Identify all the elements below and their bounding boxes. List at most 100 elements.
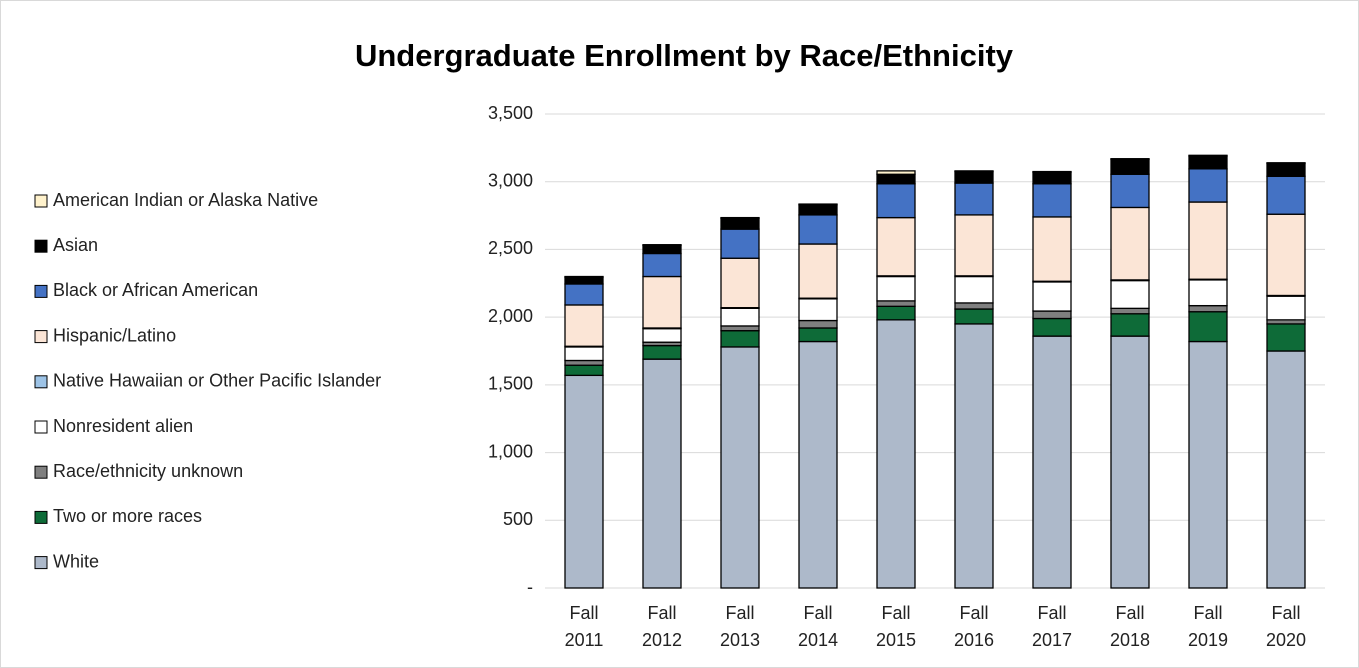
legend-label: Asian bbox=[53, 235, 98, 255]
bar-segment bbox=[1266, 295, 1306, 321]
bar-segment bbox=[1188, 154, 1228, 157]
legend-label: Hispanic/Latino bbox=[53, 325, 176, 345]
bar-segment bbox=[954, 182, 994, 216]
bar-segment bbox=[1188, 340, 1228, 589]
bar-segment bbox=[1188, 311, 1228, 343]
bar-segment bbox=[1110, 313, 1150, 337]
x-tick-label: Fall 2012 bbox=[641, 603, 683, 650]
bar-segment bbox=[720, 346, 760, 589]
bar-segment bbox=[564, 364, 604, 377]
bar-segment bbox=[1032, 183, 1072, 218]
bar-segment bbox=[876, 305, 916, 321]
legend-label: Black or African American bbox=[53, 280, 258, 300]
legend-swatch bbox=[34, 239, 48, 253]
bar-segment bbox=[876, 173, 916, 185]
bar-segment bbox=[876, 216, 916, 277]
bar-segment bbox=[564, 359, 604, 366]
bar-segment bbox=[1110, 158, 1150, 175]
bar-segment bbox=[798, 214, 838, 245]
y-tick-label: 500 bbox=[503, 509, 533, 529]
legend-swatch bbox=[34, 284, 48, 298]
bar-segment bbox=[720, 228, 760, 259]
bar-segment bbox=[720, 216, 760, 219]
x-tick-label: Fall 2020 bbox=[1265, 603, 1307, 650]
y-tick-label: 2,500 bbox=[488, 238, 533, 258]
bar-segment bbox=[954, 214, 994, 277]
bar-segment bbox=[1032, 281, 1072, 312]
x-tick-label: Fall 2018 bbox=[1109, 603, 1151, 650]
bar-segment bbox=[798, 298, 838, 322]
legend-swatch bbox=[34, 194, 48, 208]
y-tick-label: 3,000 bbox=[488, 170, 533, 190]
bar-segment bbox=[798, 203, 838, 206]
bar-segment bbox=[1188, 304, 1228, 313]
legend-label: Native Hawaiian or Other Pacific Islande… bbox=[53, 371, 381, 391]
bar-segment bbox=[720, 217, 760, 230]
legend-label: Two or more races bbox=[53, 506, 202, 526]
bar-segment bbox=[1266, 350, 1306, 589]
legend-label: Race/ethnicity unknown bbox=[53, 461, 243, 481]
bar-segment bbox=[876, 275, 916, 302]
bar-segment bbox=[954, 302, 994, 310]
bar-segment bbox=[642, 344, 682, 360]
x-tick-label: Fall 2014 bbox=[797, 603, 839, 650]
bar-segment bbox=[1032, 317, 1072, 337]
bar-segment bbox=[642, 328, 682, 343]
bar-segment bbox=[564, 304, 604, 347]
legend-swatch bbox=[34, 330, 48, 344]
legend-label: American Indian or Alaska Native bbox=[53, 190, 318, 210]
chart-title: Undergraduate Enrollment by Race/Ethnici… bbox=[355, 38, 1014, 73]
bar-segment bbox=[642, 358, 682, 589]
legend-swatch bbox=[34, 510, 48, 524]
legend-swatch bbox=[34, 375, 48, 389]
bar-segment bbox=[954, 275, 994, 304]
legend-swatch bbox=[34, 420, 48, 434]
bar-segment bbox=[798, 327, 838, 343]
bar-segment bbox=[1188, 168, 1228, 203]
bar-segment bbox=[1110, 173, 1150, 209]
legend-label: Nonresident alien bbox=[53, 416, 193, 436]
y-tick-label: 1,000 bbox=[488, 441, 533, 461]
bar-segment bbox=[876, 300, 916, 307]
y-tick-label: 3,500 bbox=[488, 103, 533, 123]
bar-segment bbox=[954, 308, 994, 325]
bar-segment bbox=[564, 374, 604, 589]
bar-segment bbox=[642, 252, 682, 278]
bar-segment bbox=[1266, 162, 1306, 165]
y-tick-label: - bbox=[527, 577, 533, 597]
bar-segment bbox=[720, 257, 760, 309]
bar-segment bbox=[798, 204, 838, 216]
x-tick-label: Fall 2017 bbox=[1031, 603, 1073, 650]
bar-segment bbox=[1110, 335, 1150, 589]
bar-segment bbox=[876, 170, 916, 175]
bar-segment bbox=[876, 183, 916, 219]
bar-segment bbox=[1032, 216, 1072, 282]
x-tick-label: Fall 2019 bbox=[1187, 603, 1229, 650]
bar-segment bbox=[564, 283, 604, 306]
bar-segment bbox=[1188, 201, 1228, 280]
bar-segment bbox=[1266, 323, 1306, 352]
bar-segment bbox=[720, 307, 760, 327]
bar-segment bbox=[798, 340, 838, 589]
bar-segment bbox=[1110, 206, 1150, 281]
y-tick-label: 2,000 bbox=[488, 306, 533, 326]
x-tick-label: Fall 2015 bbox=[875, 603, 917, 650]
bar-segment bbox=[720, 325, 760, 332]
legend-swatch bbox=[34, 556, 48, 570]
x-tick-label: Fall 2013 bbox=[719, 603, 761, 650]
bar-segment bbox=[1032, 170, 1072, 173]
bar-segment bbox=[1032, 171, 1072, 185]
legend-label: White bbox=[53, 551, 99, 571]
bar-segment bbox=[642, 275, 682, 329]
y-tick-label: 1,500 bbox=[488, 374, 533, 394]
x-tick-label: Fall 2016 bbox=[953, 603, 995, 650]
bar-segment bbox=[720, 330, 760, 348]
bar-segment bbox=[1032, 335, 1072, 589]
bar-segment bbox=[1188, 279, 1228, 307]
legend-swatch bbox=[34, 465, 48, 479]
bar-segment bbox=[642, 244, 682, 247]
bar-segment bbox=[954, 170, 994, 173]
bar-segment bbox=[1188, 155, 1228, 170]
bar-segment bbox=[798, 243, 838, 299]
